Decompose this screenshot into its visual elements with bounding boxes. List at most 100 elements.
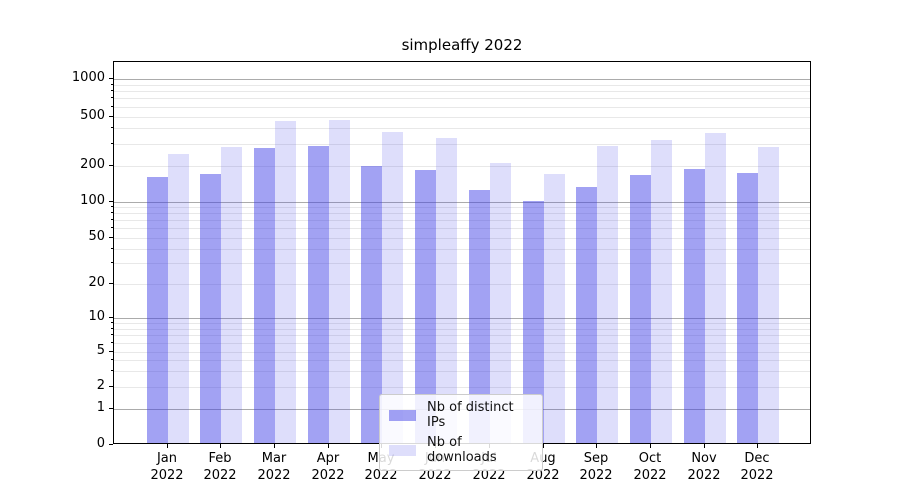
minor-gridline <box>114 360 810 361</box>
y-minor-tick-mark <box>111 90 113 91</box>
legend-swatch-distinct-ips <box>389 409 416 421</box>
minor-gridline <box>114 128 810 129</box>
y-tick-label: 5 <box>96 343 105 358</box>
legend-swatch-downloads <box>389 444 416 456</box>
x-tick-label: Oct 2022 <box>633 451 667 483</box>
x-tick-mark <box>650 444 651 448</box>
y-minor-tick-mark <box>111 262 113 263</box>
major-gridline <box>114 318 810 319</box>
y-minor-tick-mark <box>111 322 113 323</box>
x-tick-mark <box>274 444 275 448</box>
x-tick-label: Jan 2022 <box>150 451 184 483</box>
y-minor-tick-mark <box>111 212 113 213</box>
legend-item: Nb of downloads <box>389 435 533 465</box>
legend: Nb of distinct IPs Nb of downloads <box>379 394 543 471</box>
y-tick-mark <box>109 165 113 166</box>
minor-gridline <box>114 284 810 285</box>
y-tick-mark <box>109 351 113 352</box>
bar-downloads <box>382 132 403 443</box>
bar-downloads <box>651 140 672 443</box>
major-gridline <box>114 202 810 203</box>
y-tick-mark <box>109 317 113 318</box>
y-tick-label: 1000 <box>71 70 105 85</box>
bar-downloads <box>436 138 457 443</box>
minor-gridline <box>114 323 810 324</box>
x-tick-label: Nov 2022 <box>687 451 721 483</box>
y-minor-tick-mark <box>111 84 113 85</box>
bar-distinct-ips <box>308 146 329 443</box>
x-tick-mark <box>596 444 597 448</box>
minor-gridline <box>114 249 810 250</box>
y-tick-mark <box>109 237 113 238</box>
y-minor-tick-mark <box>111 97 113 98</box>
bar-distinct-ips <box>630 175 651 443</box>
x-tick-mark <box>328 444 329 448</box>
bar-downloads <box>544 174 565 443</box>
minor-gridline <box>114 238 810 239</box>
y-tick-mark <box>109 408 113 409</box>
y-minor-tick-mark <box>111 219 113 220</box>
y-minor-tick-mark <box>111 127 113 128</box>
minor-gridline <box>114 207 810 208</box>
y-tick-mark <box>109 283 113 284</box>
bar-downloads <box>168 154 189 443</box>
x-tick-mark <box>543 444 544 448</box>
y-minor-tick-mark <box>111 334 113 335</box>
minor-gridline <box>114 166 810 167</box>
x-tick-label: Mar 2022 <box>257 451 291 483</box>
x-tick-mark <box>220 444 221 448</box>
bar-distinct-ips <box>684 169 705 443</box>
bar-distinct-ips <box>200 174 221 443</box>
bar-distinct-ips <box>147 177 168 443</box>
y-tick-mark <box>109 201 113 202</box>
y-minor-tick-mark <box>111 106 113 107</box>
bar-downloads <box>275 121 296 443</box>
y-minor-tick-mark <box>111 328 113 329</box>
bar-downloads <box>221 147 242 443</box>
x-tick-label: Apr 2022 <box>311 451 345 483</box>
minor-gridline <box>114 91 810 92</box>
chart-title: simpleaffy 2022 <box>401 36 523 54</box>
x-tick-mark <box>167 444 168 448</box>
bar-distinct-ips <box>361 166 382 443</box>
bar-distinct-ips <box>576 187 597 443</box>
minor-gridline <box>114 85 810 86</box>
bar-distinct-ips <box>254 148 275 443</box>
y-tick-label: 0 <box>96 436 105 451</box>
bar-distinct-ips <box>415 170 436 443</box>
minor-gridline <box>114 263 810 264</box>
bar-distinct-ips <box>737 173 758 443</box>
major-gridline <box>114 79 810 80</box>
legend-item: Nb of distinct IPs <box>389 400 533 430</box>
minor-gridline <box>114 329 810 330</box>
minor-gridline <box>114 117 810 118</box>
minor-gridline <box>114 107 810 108</box>
minor-gridline <box>114 98 810 99</box>
y-tick-mark <box>109 116 113 117</box>
bar-downloads <box>329 120 350 443</box>
y-minor-tick-mark <box>111 342 113 343</box>
bar-distinct-ips <box>523 201 544 443</box>
y-minor-tick-mark <box>111 248 113 249</box>
legend-label: Nb of distinct IPs <box>427 400 514 430</box>
y-tick-label: 20 <box>88 275 105 290</box>
y-minor-tick-mark <box>111 227 113 228</box>
minor-gridline <box>114 343 810 344</box>
bar-downloads <box>490 163 511 443</box>
bar-downloads <box>758 147 779 443</box>
minor-gridline <box>114 387 810 388</box>
y-tick-label: 50 <box>88 229 105 244</box>
y-tick-mark <box>109 386 113 387</box>
y-tick-mark <box>109 78 113 79</box>
y-tick-label: 10 <box>88 309 105 324</box>
x-tick-label: Dec 2022 <box>740 451 774 483</box>
plot-area <box>113 61 811 444</box>
x-tick-label: Feb 2022 <box>203 451 237 483</box>
x-tick-mark <box>757 444 758 448</box>
y-minor-tick-mark <box>111 206 113 207</box>
legend-label: Nb of downloads <box>427 435 497 465</box>
x-tick-label: Sep 2022 <box>579 451 613 483</box>
bar-distinct-ips <box>469 190 490 443</box>
y-minor-tick-mark <box>111 359 113 360</box>
